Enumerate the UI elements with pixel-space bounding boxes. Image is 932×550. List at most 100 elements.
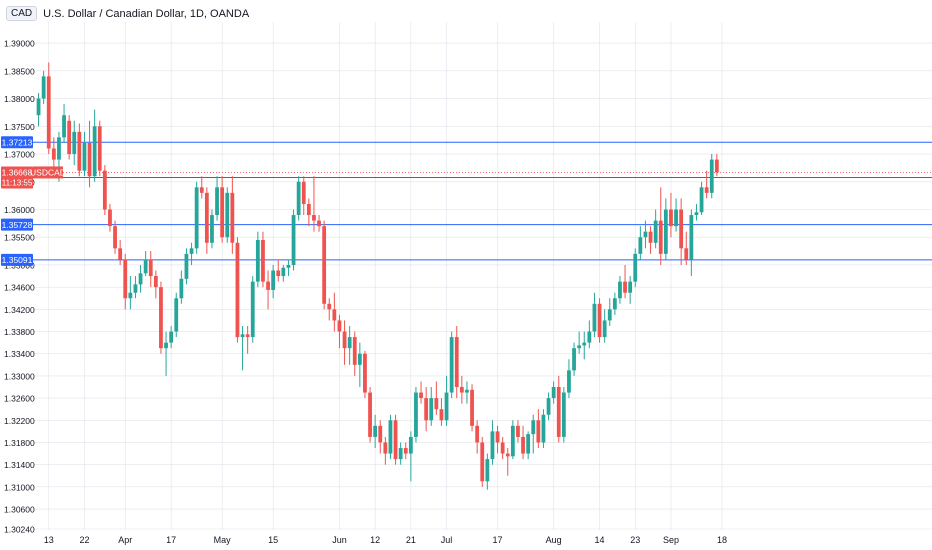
candle-body (516, 425, 520, 437)
candle-body (704, 187, 709, 193)
y-tick-label: 1.38000 (4, 94, 35, 104)
candle-body (521, 436, 525, 454)
last-price-label: 1.36668 (2, 168, 33, 178)
candle-body (465, 389, 469, 393)
candle-body (475, 425, 480, 443)
candle-body (102, 170, 107, 210)
candle-body (240, 334, 245, 338)
candle-body (459, 387, 464, 393)
y-tick-label: 1.30240 (4, 525, 35, 535)
y-tick-label: 1.33000 (4, 371, 35, 381)
y-tick-label: 1.32200 (4, 416, 35, 426)
candle-body (225, 192, 230, 238)
candle-body (210, 215, 214, 243)
candle-body (403, 448, 408, 454)
candle-body (368, 392, 372, 437)
candle-body (612, 298, 617, 310)
candle-body (128, 292, 133, 299)
candle-body (495, 431, 500, 443)
candle-body (658, 220, 663, 254)
candle-body (41, 76, 46, 99)
candle-body (245, 334, 250, 338)
candle-body (480, 442, 485, 482)
x-tick-label: Aug (546, 535, 562, 545)
candle-body (536, 420, 541, 443)
y-tick-label: 1.30600 (4, 505, 35, 515)
hline-price-badge (1, 136, 33, 149)
candle-body (679, 209, 684, 249)
candle-body (67, 120, 72, 155)
candle-body (669, 209, 673, 227)
candle-body (363, 353, 367, 393)
candle-body (179, 278, 184, 299)
x-tick-label: 22 (79, 535, 89, 545)
candle-body (261, 240, 265, 282)
candle-body (184, 253, 189, 279)
candle-body (153, 276, 158, 288)
candle-body (699, 187, 704, 213)
candle-body (709, 159, 714, 193)
candle-body (337, 320, 342, 332)
y-tick-label: 1.34200 (4, 305, 35, 315)
candle-body (352, 337, 357, 365)
candle-body (250, 281, 255, 338)
candle-body (220, 187, 225, 238)
candle-body (118, 248, 123, 260)
candle-body (97, 126, 102, 171)
candle-body (327, 303, 332, 310)
candle-body (434, 398, 439, 410)
candle-body (444, 392, 449, 421)
y-tick-label: 1.35500 (4, 233, 35, 243)
candle-body (684, 248, 689, 260)
candle-body (164, 342, 168, 349)
hline-price-badge (1, 218, 33, 231)
currency-badge[interactable]: CAD (6, 6, 38, 21)
candle-body (347, 337, 352, 349)
candle-body (235, 242, 240, 338)
candle-body (357, 353, 362, 365)
x-tick-label: 17 (493, 535, 503, 545)
x-tick-label: Sep (663, 535, 679, 545)
x-tick-label: 17 (166, 535, 176, 545)
y-tick-label: 1.37500 (4, 122, 35, 132)
hline-price-label: 1.35728 (2, 220, 33, 230)
candle-body (266, 281, 270, 290)
candle-body (597, 303, 602, 338)
candle-body (429, 398, 434, 421)
candle-body (541, 414, 546, 443)
candle-body (414, 392, 418, 437)
candle-body (602, 320, 607, 338)
candle-body (694, 212, 699, 216)
candle-body (342, 331, 347, 349)
candle-body (123, 259, 128, 299)
candle-body (255, 240, 260, 282)
y-tick-label: 1.31400 (4, 460, 35, 470)
x-tick-label: 13 (44, 535, 54, 545)
y-tick-label: 1.33800 (4, 327, 35, 337)
candle-body (526, 434, 531, 454)
candle-body (531, 420, 536, 435)
x-tick-label: May (214, 535, 232, 545)
y-tick-label: 1.39000 (4, 39, 35, 49)
candle-body (281, 267, 286, 277)
candle-body (133, 284, 138, 293)
x-tick-label: 12 (370, 535, 380, 545)
candle-body (490, 431, 495, 460)
x-tick-label: Jun (332, 535, 347, 545)
candle-body (454, 337, 459, 387)
candle-body (301, 181, 306, 204)
candle-body (108, 209, 112, 227)
x-tick-label: Apr (118, 535, 132, 545)
candle-body (663, 209, 668, 254)
candle-body (408, 436, 413, 454)
candle-body (306, 203, 311, 216)
candle-body (378, 425, 383, 443)
candle-body (286, 264, 291, 268)
candle-body (276, 270, 281, 277)
candle-body (485, 459, 490, 482)
candle-body (46, 76, 51, 149)
candle-body (194, 187, 199, 249)
hline-price-label: 1.37213 (2, 138, 33, 148)
candle-body (689, 215, 694, 260)
